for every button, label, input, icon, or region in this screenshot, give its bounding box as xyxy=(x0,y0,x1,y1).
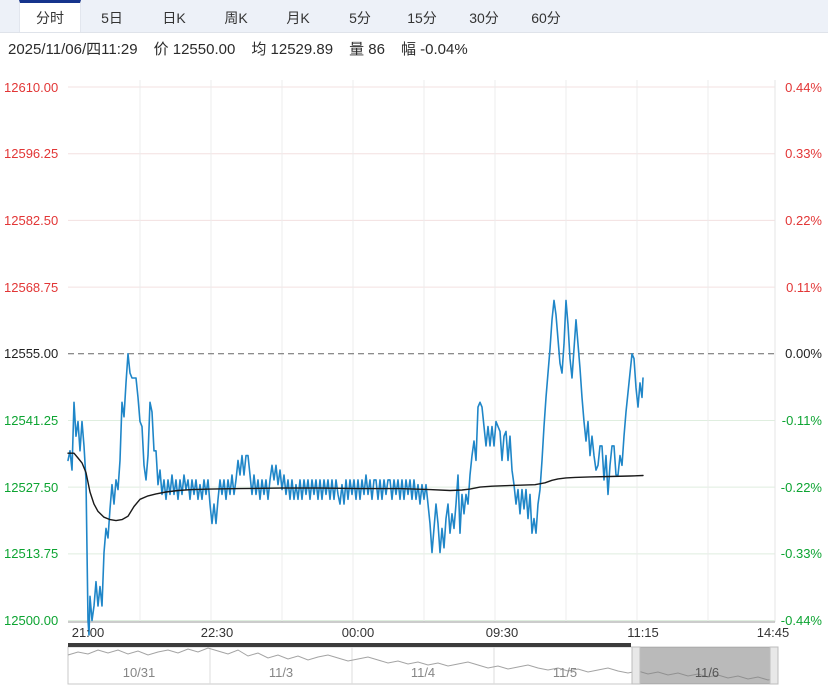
y-axis-price-label: 12582.50 xyxy=(4,212,59,228)
price-line xyxy=(67,299,644,636)
tab-15分[interactable]: 15分 xyxy=(407,9,437,26)
y-axis-price-label: 12555.00 xyxy=(4,346,59,362)
tab-60分[interactable]: 60分 xyxy=(531,9,561,26)
navigator-handle-left[interactable] xyxy=(631,646,641,685)
x-axis-time-label: 22:30 xyxy=(200,625,234,640)
y-axis-percent-label: 0.00% xyxy=(785,346,822,362)
period-tab-bar: 分时 5日 日K 周K 月K 5分 15分 30分 60分 xyxy=(0,0,828,33)
navigator-date-label: 11/5 xyxy=(552,665,578,680)
tab-日K[interactable]: 日K xyxy=(162,9,186,26)
y-axis-percent-label: 0.33% xyxy=(785,146,822,162)
y-axis-percent-label: 0.44% xyxy=(785,79,822,95)
average-line xyxy=(67,452,644,522)
y-axis-percent-label: -0.11% xyxy=(781,412,822,428)
y-axis-percent-label: -0.33% xyxy=(780,546,822,562)
navigator-date-label: 11/4 xyxy=(410,665,436,680)
navigator-date-label: 11/6 xyxy=(694,665,720,680)
x-axis-time-label: 14:45 xyxy=(756,625,790,640)
quote-price: 价 12550.00 xyxy=(153,40,236,58)
navigator-handle-right[interactable] xyxy=(769,646,779,685)
y-axis-price-label: 12541.25 xyxy=(4,412,59,428)
y-axis-price-label: 12596.25 xyxy=(4,146,59,162)
navigator-date-label: 10/31 xyxy=(122,665,156,680)
y-axis-percent-label: -0.44% xyxy=(780,613,822,628)
y-axis-price-label: 12513.75 xyxy=(4,546,59,562)
y-axis-price-label: 12568.75 xyxy=(4,279,59,295)
x-axis-time-label: 00:00 xyxy=(341,625,375,640)
y-axis-price-label: 12500.00 xyxy=(4,613,59,628)
y-axis-price-label: 12610.00 xyxy=(4,79,59,95)
tab-分时[interactable]: 分时 xyxy=(19,0,81,32)
navigator-date-label: 11/3 xyxy=(268,665,294,680)
y-axis-percent-label: 0.11% xyxy=(786,279,822,295)
y-axis-price-label: 12527.50 xyxy=(4,479,59,495)
quote-change: 幅 -0.04% xyxy=(400,40,468,58)
tab-周K[interactable]: 周K xyxy=(224,9,248,26)
y-axis-percent-label: -0.22% xyxy=(780,479,822,495)
x-axis-time-label: 11:15 xyxy=(627,625,659,640)
x-axis-time-label: 21:00 xyxy=(71,625,105,640)
tab-月K[interactable]: 月K xyxy=(286,9,310,26)
tab-30分[interactable]: 30分 xyxy=(469,9,499,26)
quote-datetime: 2025/11/06/四11:29 xyxy=(8,40,138,58)
x-axis-time-label: 09:30 xyxy=(485,625,519,640)
tab-5日[interactable]: 5日 xyxy=(101,9,123,26)
y-axis-percent-label: 0.22% xyxy=(785,212,822,228)
navigator-selection[interactable] xyxy=(632,647,778,684)
quote-volume: 量 86 xyxy=(349,40,385,58)
quote-info-bar: 2025/11/06/四11:29 价 12550.00 均 12529.89 … xyxy=(0,34,828,62)
quote-average: 均 12529.89 xyxy=(251,40,334,58)
navigator-range-bar[interactable] xyxy=(68,643,631,647)
tab-5分[interactable]: 5分 xyxy=(349,9,371,26)
